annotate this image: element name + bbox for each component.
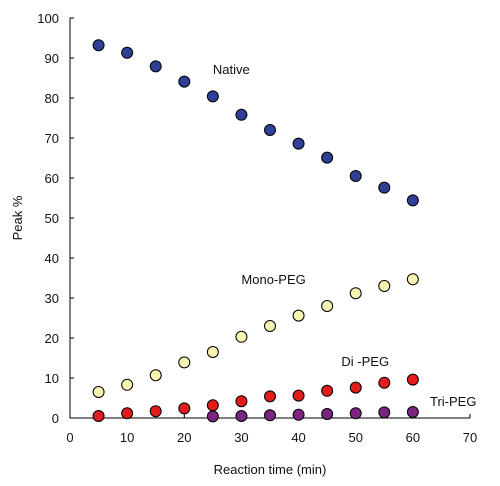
axes bbox=[69, 18, 470, 419]
di-peg-series-label: Di -PEG bbox=[341, 354, 389, 369]
di-peg-point bbox=[264, 390, 276, 403]
native-series-label: Native bbox=[213, 62, 250, 77]
di-peg-point bbox=[235, 395, 248, 408]
di-peg-point bbox=[121, 407, 134, 420]
tri-peg-point bbox=[321, 408, 334, 420]
di-peg-point bbox=[378, 376, 391, 389]
y-tick-label: 50 bbox=[45, 211, 59, 226]
x-ticks: 0 10 20 30 40 50 60 70 bbox=[66, 414, 477, 445]
x-tick-label: 70 bbox=[463, 430, 477, 445]
y-tick-label: 0 bbox=[52, 411, 59, 426]
native-point bbox=[292, 137, 305, 150]
y-tick-label: 100 bbox=[37, 11, 59, 26]
native-point bbox=[149, 60, 162, 73]
mono-peg-point bbox=[264, 320, 276, 332]
di-peg-point bbox=[149, 405, 162, 418]
mono-peg-series-label: Mono-PEG bbox=[241, 272, 305, 287]
mono-peg-point bbox=[235, 330, 248, 343]
tri-peg-point bbox=[235, 410, 248, 422]
di-peg-point bbox=[178, 402, 191, 415]
di-peg-point bbox=[206, 399, 219, 412]
x-tick-label: 50 bbox=[348, 430, 362, 445]
mono-peg-point bbox=[321, 300, 334, 312]
y-tick-label: 40 bbox=[45, 251, 59, 266]
native-point bbox=[378, 181, 391, 194]
y-tick-label: 60 bbox=[45, 171, 59, 186]
mono-peg-point bbox=[92, 386, 105, 398]
series-labels: Native Mono-PEG Di -PEG Tri-PEG bbox=[213, 62, 477, 409]
x-tick-label: 20 bbox=[177, 430, 191, 445]
data-points bbox=[92, 39, 419, 423]
native-point bbox=[264, 124, 276, 136]
tri-peg-point bbox=[378, 406, 391, 419]
y-ticks: 0 10 20 30 40 50 60 70 80 90 100 bbox=[37, 11, 74, 426]
x-tick-label: 0 bbox=[66, 430, 73, 445]
native-point bbox=[349, 170, 362, 182]
mono-peg-point bbox=[349, 287, 362, 300]
x-tick-label: 60 bbox=[406, 430, 420, 445]
mono-peg-point bbox=[292, 309, 305, 322]
mono-peg-point bbox=[206, 346, 219, 358]
native-point bbox=[92, 39, 105, 52]
tri-peg-point bbox=[264, 409, 276, 422]
x-tick-label: 30 bbox=[234, 430, 248, 445]
y-axis-label: Peak % bbox=[10, 195, 25, 240]
y-tick-label: 30 bbox=[45, 291, 59, 306]
mono-peg-point bbox=[121, 378, 134, 391]
native-point bbox=[321, 151, 334, 164]
x-tick-label: 10 bbox=[120, 430, 134, 445]
di-peg-point bbox=[406, 373, 419, 386]
tri-peg-point bbox=[406, 406, 419, 418]
mono-peg-point bbox=[378, 280, 391, 292]
y-tick-label: 20 bbox=[45, 331, 59, 346]
tri-peg-point bbox=[349, 407, 362, 420]
y-tick-label: 10 bbox=[45, 371, 59, 386]
y-tick-label: 90 bbox=[45, 51, 59, 66]
di-peg-point bbox=[92, 410, 105, 422]
native-point bbox=[235, 108, 248, 121]
mono-peg-point bbox=[178, 356, 191, 369]
x-axis-label: Reaction time (min) bbox=[214, 462, 327, 477]
native-point bbox=[121, 46, 134, 59]
mono-peg-point bbox=[406, 273, 419, 286]
y-tick-label: 80 bbox=[45, 91, 59, 106]
native-point bbox=[178, 75, 191, 88]
di-peg-point bbox=[321, 384, 334, 397]
di-peg-point bbox=[292, 389, 305, 402]
x-tick-label: 40 bbox=[291, 430, 305, 445]
tri-peg-point bbox=[206, 410, 219, 423]
native-point bbox=[206, 90, 219, 103]
tri-peg-point bbox=[292, 408, 305, 421]
di-peg-point bbox=[349, 381, 362, 394]
mono-peg-point bbox=[149, 369, 162, 382]
y-tick-label: 70 bbox=[45, 131, 59, 146]
native-point bbox=[406, 194, 419, 207]
tri-peg-series-label: Tri-PEG bbox=[430, 394, 476, 409]
